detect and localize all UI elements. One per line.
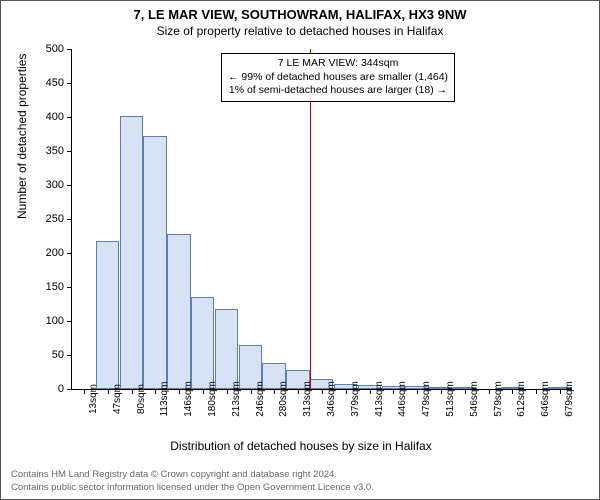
ytick — [67, 83, 72, 84]
ytick-label: 0 — [34, 383, 64, 395]
xtick — [370, 389, 371, 394]
ytick — [67, 49, 72, 50]
ytick-label: 100 — [34, 315, 64, 327]
footer-line: Contains public sector information licen… — [11, 482, 374, 494]
footer-attribution: Contains HM Land Registry data © Crown c… — [11, 469, 374, 494]
ytick-label: 200 — [34, 247, 64, 259]
xtick — [346, 389, 347, 394]
xtick — [155, 389, 156, 394]
ytick — [67, 185, 72, 186]
xtick — [108, 389, 109, 394]
xtick — [489, 389, 490, 394]
xtick — [322, 389, 323, 394]
chart-subtitle: Size of property relative to detached ho… — [1, 24, 599, 38]
chart-container: 7, LE MAR VIEW, SOUTHOWRAM, HALIFAX, HX3… — [0, 0, 600, 500]
xtick — [274, 389, 275, 394]
annotation-line: 7 LE MAR VIEW: 344sqm — [228, 57, 448, 71]
xtick — [179, 389, 180, 394]
xtick — [512, 389, 513, 394]
annotation-line: 1% of semi-detached houses are larger (1… — [228, 84, 448, 98]
histogram-bar — [120, 116, 143, 389]
chart-area: 05010015020025030035040045050013sqm47sqm… — [71, 49, 571, 389]
ytick — [67, 287, 72, 288]
histogram-bar — [143, 136, 166, 389]
xtick — [132, 389, 133, 394]
xtick-label: 546sqm — [469, 381, 480, 417]
ytick — [67, 219, 72, 220]
ytick — [67, 253, 72, 254]
ytick — [67, 355, 72, 356]
ytick-label: 450 — [34, 77, 64, 89]
ytick — [67, 321, 72, 322]
ytick — [67, 151, 72, 152]
histogram-bar — [96, 241, 119, 389]
ytick-label: 50 — [34, 349, 64, 361]
xtick-label: 679sqm — [564, 381, 575, 417]
ytick-label: 300 — [34, 179, 64, 191]
ytick — [67, 117, 72, 118]
annotation-line: ← 99% of detached houses are smaller (1,… — [228, 71, 448, 85]
y-axis-label: Number of detached properties — [15, 54, 29, 219]
ytick-label: 150 — [34, 281, 64, 293]
xtick — [203, 389, 204, 394]
xtick — [417, 389, 418, 394]
xtick — [441, 389, 442, 394]
xtick — [465, 389, 466, 394]
xtick-label: 612sqm — [516, 381, 527, 417]
xtick — [84, 389, 85, 394]
ytick-label: 500 — [34, 43, 64, 55]
x-axis-label: Distribution of detached houses by size … — [1, 439, 600, 453]
ytick — [67, 389, 72, 390]
xtick — [227, 389, 228, 394]
xtick — [298, 389, 299, 394]
xtick — [560, 389, 561, 394]
chart-title: 7, LE MAR VIEW, SOUTHOWRAM, HALIFAX, HX3… — [1, 7, 599, 22]
ytick-label: 350 — [34, 145, 64, 157]
xtick — [251, 389, 252, 394]
footer-line: Contains HM Land Registry data © Crown c… — [11, 469, 374, 481]
xtick — [393, 389, 394, 394]
ytick-label: 250 — [34, 213, 64, 225]
annotation-box: 7 LE MAR VIEW: 344sqm ← 99% of detached … — [221, 53, 455, 102]
histogram-bar — [191, 297, 214, 389]
xtick — [536, 389, 537, 394]
histogram-bar — [215, 309, 238, 389]
histogram-bar — [167, 234, 190, 389]
ytick-label: 400 — [34, 111, 64, 123]
